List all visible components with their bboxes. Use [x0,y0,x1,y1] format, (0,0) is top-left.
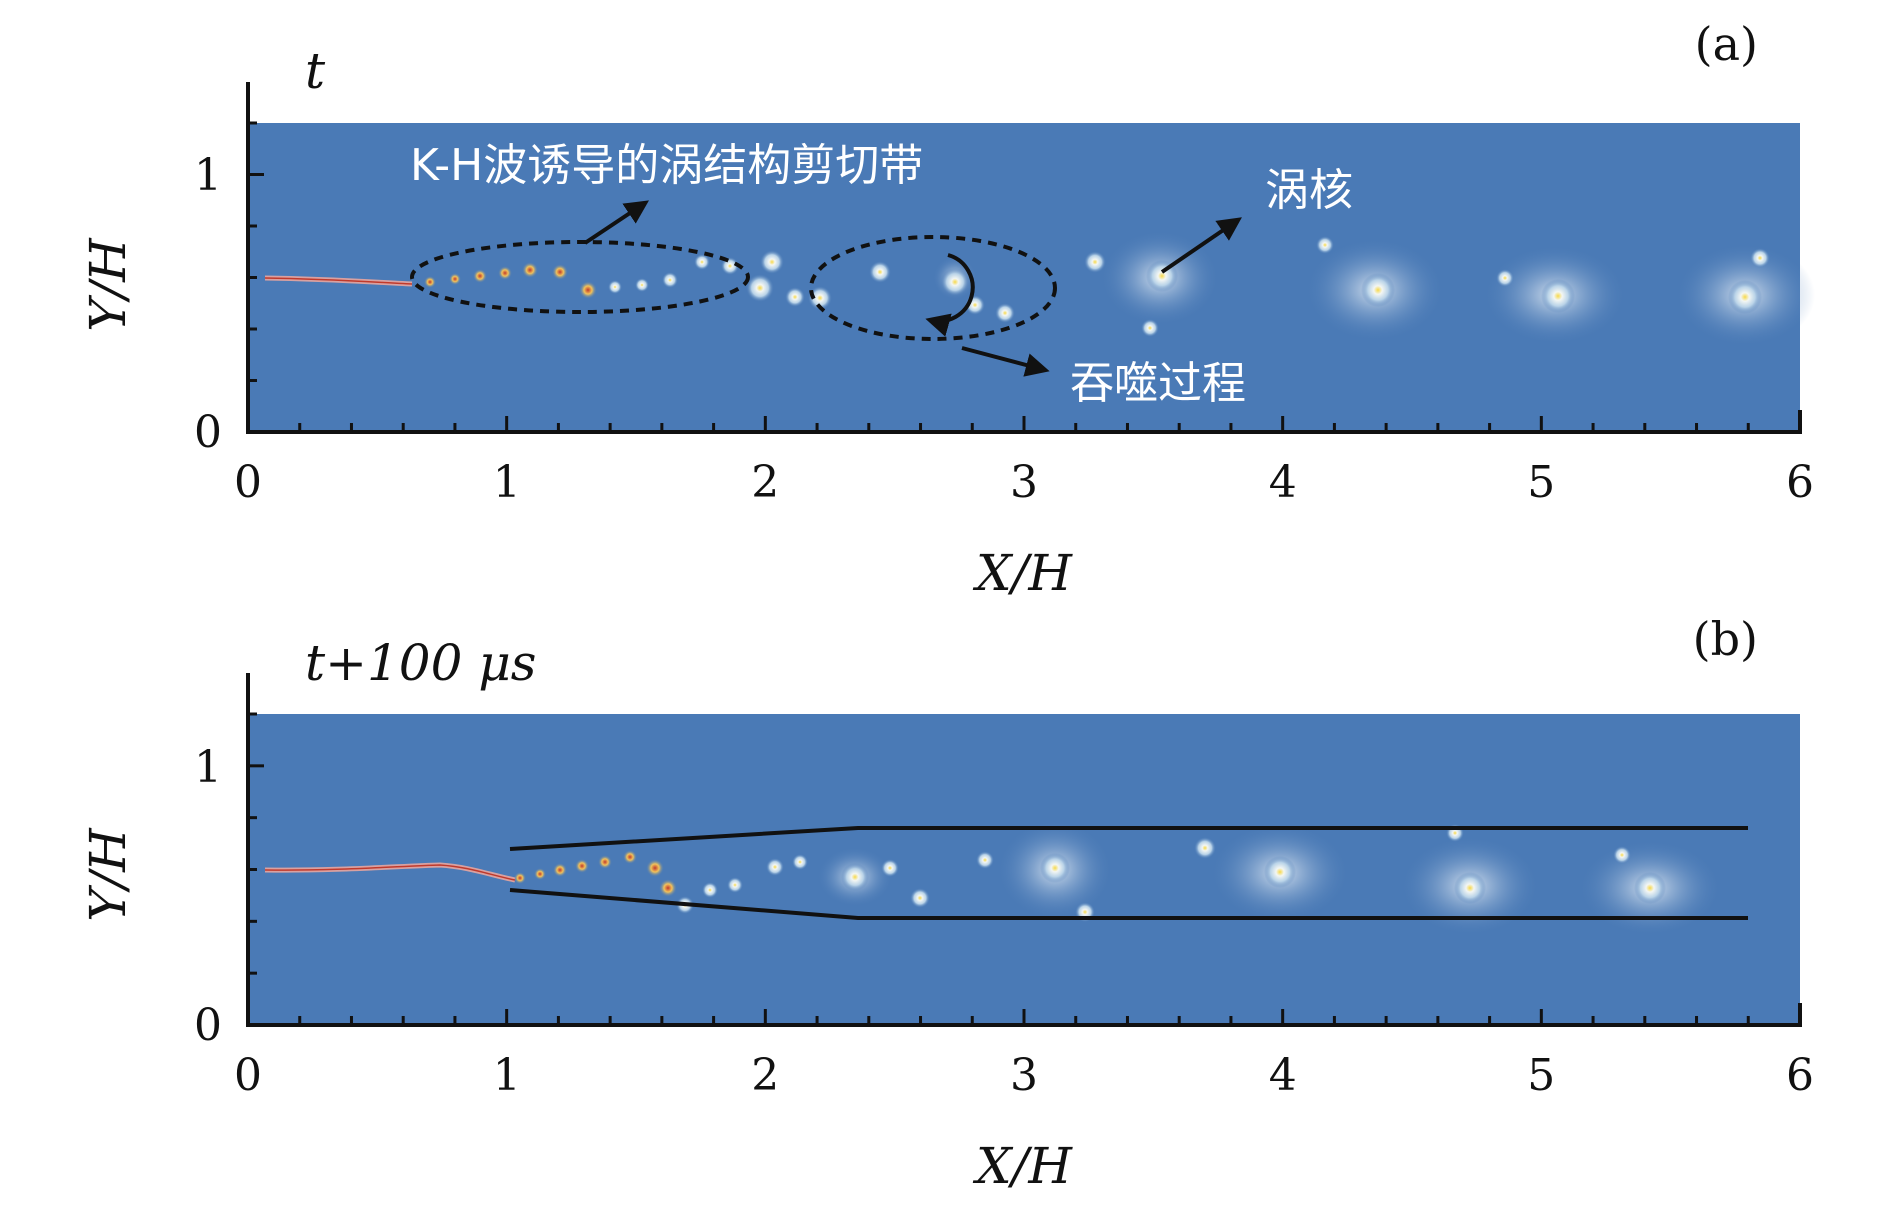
panel-a-rotation-arrow [925,253,975,337]
panel-b-shear-envelope [509,826,1748,920]
panel-a-kh-ellipse [410,240,750,314]
panel-a-annot-core: 涡核 [1265,165,1353,216]
x-tick-label: 4 [1269,457,1297,508]
x-tick-label: 5 [1527,1050,1555,1101]
panel-b-tag: (b) [1693,612,1758,666]
y-tick-label: 0 [194,1000,222,1051]
y-tick-label: 0 [194,407,222,458]
x-tick-label: 3 [1010,1050,1038,1101]
panel-a-engulf-arrow [961,346,1050,377]
x-tick-label: 3 [1010,457,1038,508]
panel-b-time-label: t+100 μs [305,634,536,692]
y-tick-label: 1 [194,742,222,793]
panel-a-y-ticks [248,121,264,434]
panel-a-large-vortices [1100,230,1815,347]
panel-a-engulf-ellipse [809,235,1057,341]
panel-a: K-H波诱导的涡结构剪切带 涡核 吞噬过程 0 1 2 3 4 5 6 0 1 … [79,17,1815,602]
panel-a-y-title: Y/H [79,237,137,332]
panel-b-large-vortices [997,820,1722,936]
x-tick-label: 1 [493,457,521,508]
panel-a-x-ticks [246,416,1802,432]
x-tick-label: 0 [234,1050,262,1101]
panel-a-annot-kh: K-H波诱导的涡结构剪切带 [410,140,923,191]
panel-a-annot-engulf: 吞噬过程 [1070,358,1246,409]
x-tick-label: 2 [751,457,779,508]
panel-b-x-ticks [246,1009,1802,1025]
panel-b: 0 1 2 3 4 5 6 0 1 X/H Y/H t+100 μs (b) [79,612,1814,1195]
x-tick-label: 1 [493,1050,521,1101]
panel-b-y-title: Y/H [79,827,137,922]
x-tick-label: 6 [1786,457,1814,508]
panel-b-kh-vortices [514,847,994,914]
panel-a-kh-arrow [583,200,649,245]
panel-a-x-tick-labels: 0 1 2 3 4 5 6 [234,457,1814,508]
panel-a-tag: (a) [1695,17,1758,71]
panel-a-core-arrow [1160,217,1242,274]
panel-b-y-ticks [248,712,264,1027]
x-tick-label: 6 [1786,1050,1814,1101]
panel-a-x-title: X/H [972,544,1073,602]
y-tick-label: 1 [194,150,222,201]
panel-b-x-tick-labels: 0 1 2 3 4 5 6 [234,1050,1814,1101]
panel-b-x-title: X/H [972,1137,1073,1195]
x-tick-label: 0 [234,457,262,508]
panel-a-time-label: t [305,42,326,100]
x-tick-label: 2 [751,1050,779,1101]
x-tick-label: 4 [1269,1050,1297,1101]
x-tick-label: 5 [1527,457,1555,508]
